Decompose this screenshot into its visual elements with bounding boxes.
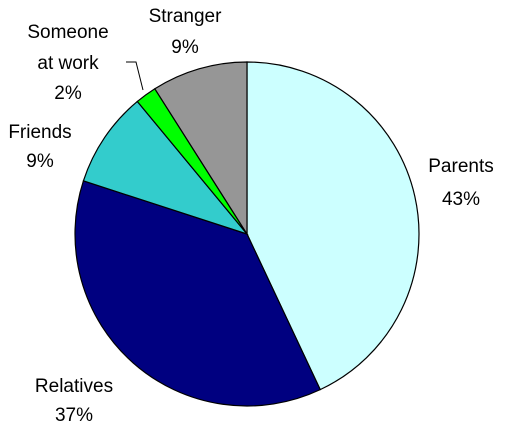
slice-stranger	[154, 61, 248, 237]
label-stranger-percent: 9%	[171, 37, 199, 58]
slice-friends	[82, 100, 249, 236]
label-friends-name: Friends	[8, 122, 71, 143]
label-relatives-name: Relatives	[35, 376, 113, 397]
label-someone-at-work-line1: Someone	[27, 22, 108, 43]
label-someone-at-work-line2: at work	[37, 53, 99, 74]
label-stranger-name: Stranger	[149, 6, 223, 27]
pie-slices	[74, 61, 420, 407]
label-relatives-percent: 37%	[55, 405, 93, 426]
label-parents-percent: 43%	[442, 189, 480, 210]
slice-parents	[246, 61, 420, 391]
slice-labels: Parents 43% Relatives 37% Friends 9% Som…	[8, 6, 493, 426]
leader-lines	[126, 61, 144, 91]
label-friends-percent: 9%	[26, 151, 54, 172]
label-someone-at-work-percent: 2%	[54, 83, 82, 104]
slice-relatives	[74, 180, 322, 407]
leader-line-someone-at-work	[126, 61, 144, 91]
label-parents-name: Parents	[428, 156, 493, 177]
